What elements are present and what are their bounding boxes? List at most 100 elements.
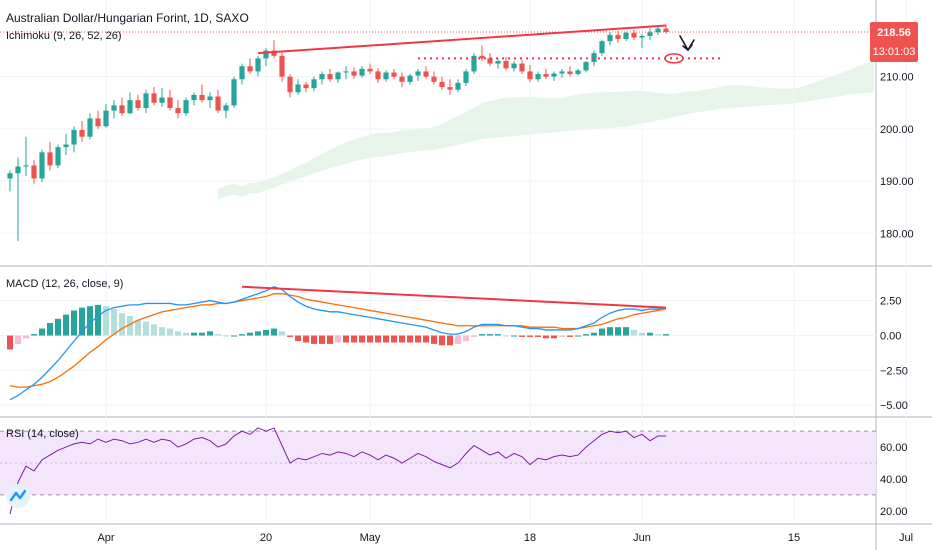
macd-hist-bar <box>167 328 173 336</box>
candle-body <box>663 28 669 32</box>
candle-body <box>175 107 181 114</box>
candle-body <box>535 74 541 80</box>
candle-body <box>23 165 29 167</box>
candle-body <box>127 100 133 114</box>
rsi-tick-label: 60.00 <box>880 442 908 454</box>
macd-hist-bar <box>119 313 125 336</box>
candle-body <box>167 97 173 108</box>
tradingview-logo-icon[interactable] <box>6 484 30 508</box>
macd-trendline <box>241 285 667 309</box>
candle-body <box>487 58 493 64</box>
candle-body <box>183 100 189 114</box>
price-trendline <box>257 24 667 55</box>
candle-body <box>143 93 149 108</box>
candle-body <box>599 41 605 54</box>
candle-body <box>215 96 221 111</box>
candle-body <box>631 32 637 38</box>
macd-hist-bar <box>103 306 109 336</box>
macd-hist-bar <box>367 335 373 343</box>
macd-hist-bar <box>255 331 261 336</box>
macd-hist-bar <box>471 335 477 337</box>
candle-body <box>151 93 157 103</box>
macd-hist-bar <box>335 335 341 343</box>
macd-hist-bar <box>111 309 117 336</box>
macd-hist-bar <box>455 335 461 344</box>
candle-body <box>31 165 37 179</box>
macd-hist-bar <box>87 306 93 336</box>
macd-hist-bar <box>311 335 317 344</box>
price-axis: 180.00 190.00 200.00 210.00 2.50 0.00 −2.50 −5.… <box>880 72 914 518</box>
candle-body <box>383 72 389 80</box>
macd-hist-bar <box>199 332 205 336</box>
candle-body <box>527 71 533 80</box>
candle-body <box>159 97 165 103</box>
macd-hist-bar <box>95 304 101 336</box>
macd-hist-bar <box>175 331 181 336</box>
candle-body <box>199 94 205 101</box>
macd-histogram <box>7 304 669 350</box>
candle-body <box>463 71 469 83</box>
candle-body <box>71 129 77 145</box>
macd-hist-bar <box>383 335 389 343</box>
macd-hist-bar <box>303 335 309 343</box>
macd-hist-bar <box>287 335 293 337</box>
candle-body <box>63 144 69 148</box>
macd-hist-bar <box>159 327 165 336</box>
candle-body <box>503 60 509 69</box>
macd-hist-bar <box>655 334 661 336</box>
macd-hist-bar <box>295 335 301 342</box>
macd-hist-bar <box>559 335 565 337</box>
rsi-panel <box>0 427 876 515</box>
candle-body <box>511 63 517 69</box>
macd-hist-bar <box>615 327 621 336</box>
macd-hist-bar <box>543 335 549 339</box>
macd-hist-bar <box>71 310 77 336</box>
candle-body <box>295 84 301 93</box>
candle-body <box>271 50 277 56</box>
macd-hist-bar <box>127 316 133 336</box>
candle-body <box>375 71 381 80</box>
candle-body <box>647 32 653 36</box>
candle-body <box>39 152 45 179</box>
candle-body <box>655 28 661 33</box>
arrow-down-icon <box>679 35 695 52</box>
macd-hist-bar <box>39 328 45 336</box>
candle-body <box>575 70 581 75</box>
candle-body <box>135 100 141 108</box>
time-tick-label: 20 <box>260 532 272 544</box>
macd-hist-bar <box>55 318 61 336</box>
macd-hist-bar <box>23 335 29 339</box>
candle-body <box>303 84 309 89</box>
candle-body <box>207 96 213 101</box>
candle-body <box>551 73 557 77</box>
macd-hist-bar <box>135 320 141 336</box>
candle-body <box>543 74 549 77</box>
candle-body <box>455 82 461 90</box>
candle-body <box>343 71 349 73</box>
macd-tick-label: −5.00 <box>880 400 908 412</box>
signal-line <box>9 293 667 388</box>
candle-body <box>7 173 13 179</box>
price-tick-label: 200.00 <box>880 124 914 136</box>
candle-body <box>479 55 485 59</box>
macd-hist-bar <box>391 335 397 343</box>
candle-body <box>431 76 437 82</box>
candle-body <box>423 71 429 77</box>
price-tick-label: 210.00 <box>880 72 914 84</box>
macd-hist-bar <box>583 334 589 336</box>
candle-body <box>615 34 621 40</box>
macd-label: MACD (12, 26, close, 9) <box>6 278 123 290</box>
candlestick-series <box>0 24 876 242</box>
candle-body <box>359 68 365 76</box>
macd-hist-bar <box>271 328 277 336</box>
macd-hist-bar <box>503 335 509 337</box>
macd-hist-bar <box>375 335 381 343</box>
candle-body <box>607 34 613 42</box>
candle-body <box>335 72 341 80</box>
candle-body <box>471 55 477 72</box>
candle-body <box>79 129 85 137</box>
macd-hist-bar <box>407 335 413 343</box>
macd-hist-bar <box>431 335 437 344</box>
